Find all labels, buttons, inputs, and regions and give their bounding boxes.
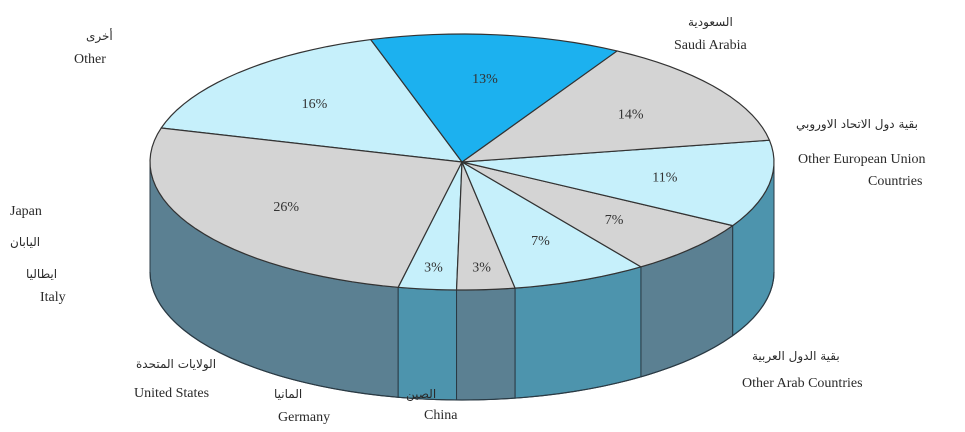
label-italy-ar: ايطاليا (26, 267, 58, 281)
slice-saudi-arabia (160, 38, 463, 163)
label-germany-en: Germany (278, 410, 331, 425)
label-united-states-en: United States (134, 386, 210, 401)
label-china-ar: الصين (406, 387, 437, 401)
label-japan-ar: اليابان (10, 235, 41, 249)
label-saudi-arabia-ar: السعودية (688, 15, 733, 29)
slice-china (461, 139, 775, 227)
label-japan-en: Japan (10, 204, 42, 219)
label-germany-ar: المانيا (274, 387, 303, 401)
label-other-arab-en: Other Arab Countries (742, 376, 863, 391)
label-italy-en: Italy (40, 290, 66, 305)
percent-label-saudi-arabia: 16% (302, 97, 328, 112)
percent-label-other-european-union-countries: 13% (472, 72, 498, 87)
slice-other-european-union-countries (370, 33, 618, 163)
percent-label-germany: 7% (605, 213, 624, 228)
slice-germany (461, 161, 734, 268)
slice-japan (397, 161, 463, 291)
label-saudi-arabia-en: Saudi Arabia (674, 38, 747, 53)
label-other-eu-ar: بقية دول الاتحاد الاوروبي (796, 117, 918, 131)
percent-label-other: 26% (273, 200, 299, 215)
percent-label-china: 11% (652, 171, 677, 186)
label-other-en: Other (74, 52, 106, 67)
label-china-en: China (424, 408, 458, 423)
slice-other-arab-countries (461, 50, 771, 163)
pie-bottom-rim (149, 271, 775, 401)
label-united-states-ar: الولايات المتحدة (136, 357, 217, 371)
pie-top-slices (149, 33, 775, 291)
pie-sides (149, 161, 775, 401)
label-other-ar: أخرى (86, 29, 113, 43)
percent-label-japan: 3% (424, 260, 443, 275)
pie-percent-labels: 16% 26% 3% 3% 7% 7% 11% 14% 13% (273, 72, 677, 276)
label-other-eu-en-line1: Other European Union (798, 152, 926, 167)
slice-united-states (461, 161, 642, 289)
percent-label-italy: 3% (472, 261, 491, 276)
slice-other (149, 127, 463, 288)
label-other-arab-ar: بقية الدول العربية (752, 349, 840, 363)
slice-side-italy (456, 287, 516, 401)
slice-side-japan (397, 286, 458, 401)
slice-italy (455, 161, 516, 291)
label-other-eu-en-line2: Countries (868, 174, 923, 189)
percent-label-united-states: 7% (531, 234, 550, 249)
percent-label-other-arab-countries: 14% (618, 108, 644, 123)
